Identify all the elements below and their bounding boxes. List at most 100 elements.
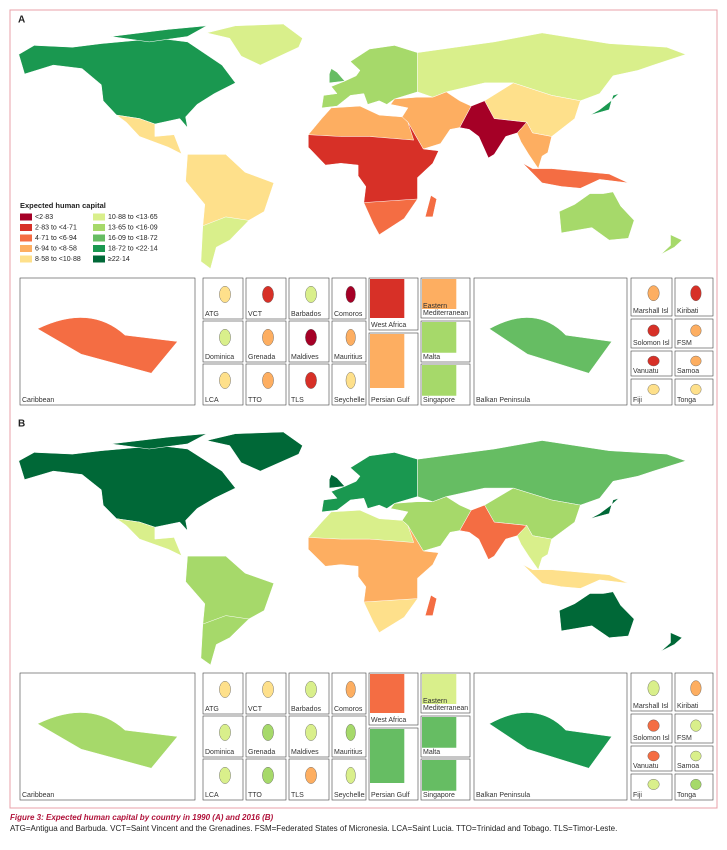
- inset-label: TLS: [291, 792, 304, 799]
- inset-label: ATG: [205, 706, 219, 713]
- inset-land: [370, 729, 405, 783]
- country-region: [116, 114, 190, 159]
- inset-label: Grenada: [248, 749, 276, 756]
- country-region: [110, 433, 207, 450]
- inset-label: Dominica: [205, 354, 235, 361]
- inset-land: [370, 334, 405, 388]
- inset-label: Grenada: [248, 354, 276, 361]
- inset-label: Caribbean: [22, 397, 55, 404]
- inset-label-box: Tonga: [677, 397, 696, 404]
- inset-label: Solomon Isl: [633, 735, 670, 742]
- inset-label: VCT: [248, 706, 262, 713]
- country-region: [321, 452, 418, 513]
- inset-land: [647, 680, 660, 697]
- legend-label: 16·09 to <18·72: [108, 235, 158, 242]
- inset-label-box: Kiribati: [677, 308, 698, 315]
- inset-land: [690, 680, 702, 697]
- country-region: [459, 504, 528, 560]
- inset-land: [305, 285, 317, 303]
- inset-label: LCA: [205, 792, 219, 799]
- inset-land: [647, 383, 660, 395]
- inset-land: [262, 285, 274, 303]
- panel-label: B: [18, 419, 25, 430]
- inset-land: [262, 681, 274, 698]
- inset-label: Balkan Peninsula: [476, 792, 531, 799]
- inset-label: Vanuatu: [633, 763, 659, 770]
- inset-label: TTO: [248, 792, 262, 799]
- inset-label: Caribbean: [22, 792, 55, 799]
- inset-land: [219, 371, 231, 389]
- legend-swatch: [20, 234, 32, 242]
- inset-label-box: Seychelles: [334, 397, 365, 404]
- inset-label: Marshall Isl: [633, 703, 669, 710]
- country-region: [516, 525, 553, 571]
- inset-label: Persian Gulf: [371, 397, 410, 404]
- legend-label: 18·72 to <22·14: [108, 245, 158, 252]
- inset-box: [288, 277, 330, 320]
- panel-label: A: [18, 15, 25, 26]
- inset-label-box: LCA: [205, 792, 219, 799]
- inset-label: ATG: [205, 311, 219, 318]
- country-region: [110, 25, 207, 43]
- inset-label: FSM: [677, 340, 692, 347]
- inset-label: Fiji: [633, 397, 642, 404]
- inset-label-box: Mauritius: [334, 354, 362, 361]
- inset-land: [305, 328, 317, 346]
- inset-land: [690, 285, 702, 302]
- inset-label-box: Marshall Isl: [633, 703, 669, 710]
- legend-label: ≥22·14: [108, 256, 130, 263]
- inset-label: TLS: [291, 397, 304, 404]
- inset-label-box: West Africa: [371, 322, 406, 329]
- country-region: [589, 93, 619, 116]
- legend-swatch: [20, 255, 32, 263]
- inset-land: [370, 674, 405, 713]
- inset-land: [219, 285, 231, 303]
- country-region: [516, 121, 553, 170]
- inset-label-box: West Africa: [371, 717, 406, 724]
- inset-label: Comoros: [334, 311, 363, 318]
- inset-label-box: VCT: [248, 706, 262, 713]
- inset-box: [331, 277, 367, 320]
- inset-label: Maldives: [291, 749, 319, 756]
- inset-label: Malta: [423, 749, 441, 756]
- inset-label-box: Dominica: [205, 749, 235, 756]
- inset-label: Balkan Peninsula: [476, 397, 531, 404]
- country-region: [185, 555, 275, 666]
- inset-land: [647, 355, 660, 367]
- inset-land: [647, 324, 660, 337]
- inset-land: [219, 681, 231, 698]
- inset-label-box: Solomon Isl: [633, 735, 670, 742]
- inset-label: Dominica: [205, 749, 235, 756]
- country-region: [522, 163, 629, 189]
- country-region: [200, 615, 250, 666]
- inset-label-box: Maldives: [291, 354, 319, 361]
- country-region: [424, 594, 437, 616]
- legend-title: Expected human capital: [20, 201, 106, 210]
- inset-label-box: Barbados: [291, 311, 321, 318]
- inset-label: Comoros: [334, 706, 363, 713]
- inset-label-box: VCT: [248, 311, 262, 318]
- inset-land: [488, 712, 613, 769]
- inset-land: [690, 355, 702, 367]
- country-region: [559, 191, 635, 241]
- inset-land: [422, 322, 457, 353]
- inset-label-box: Malta: [423, 354, 440, 361]
- inset-label-box: FSM: [677, 735, 692, 742]
- inset-label: VCT: [248, 311, 262, 318]
- inset-label-box: Singapore: [423, 792, 455, 799]
- inset-land: [370, 279, 405, 318]
- inset-label-box: Grenada: [248, 749, 276, 756]
- inset-land: [36, 712, 178, 769]
- country-region: [307, 509, 415, 543]
- legend-swatch: [93, 234, 105, 242]
- legend-swatch: [20, 213, 32, 221]
- country-region: [522, 564, 629, 589]
- figure: A B Caribbean ATG VCT Barbados Comoros West A…: [9, 9, 718, 809]
- country-region: [459, 100, 528, 159]
- inset-land: [690, 719, 702, 732]
- country-region: [417, 440, 687, 506]
- inset-land: [345, 328, 356, 346]
- legend-swatch: [93, 245, 105, 252]
- country-region: [660, 234, 683, 255]
